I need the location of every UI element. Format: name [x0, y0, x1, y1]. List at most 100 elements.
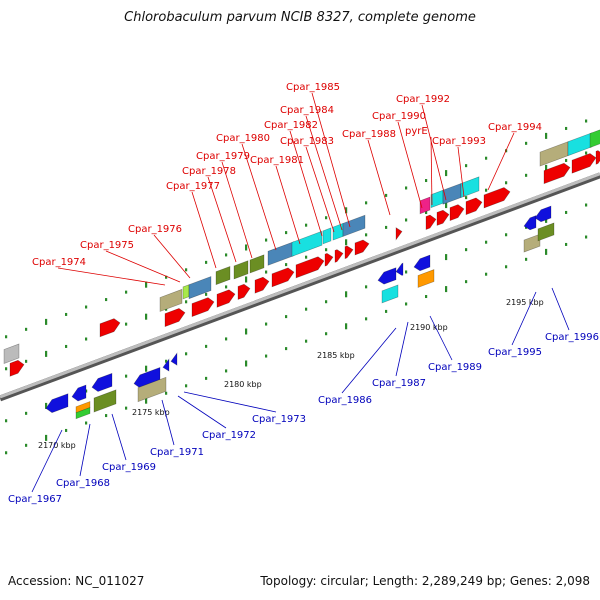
gene-label-top: Cpar_1984	[280, 105, 334, 116]
gene-arrow	[425, 214, 437, 230]
leader-line	[289, 130, 323, 237]
tick-mark	[325, 300, 328, 304]
tick-mark	[485, 156, 488, 160]
gene-arrow	[162, 358, 170, 372]
tick-mark	[5, 451, 8, 455]
gene-arrow	[395, 262, 404, 276]
gene-arrow	[99, 318, 121, 338]
leader-line	[221, 161, 253, 259]
kbp-position-label: 2195 kbp	[506, 298, 544, 307]
tick-mark	[245, 328, 248, 335]
tick-mark	[165, 307, 168, 311]
tick-mark	[485, 240, 488, 244]
gene-arrow	[539, 141, 569, 167]
tick-mark	[205, 260, 208, 264]
gene-arrow	[188, 276, 212, 300]
tick-mark	[45, 318, 48, 325]
leader-line	[305, 115, 343, 231]
tick-mark	[525, 257, 528, 261]
tick-mark	[585, 235, 588, 239]
gene-label-bottom: Cpar_1968	[56, 478, 110, 489]
tick-mark	[465, 164, 468, 168]
gene-label-bottom: Cpar_1987	[372, 378, 426, 389]
kbp-position-label: 2170 kbp	[38, 441, 76, 450]
tick-mark	[185, 384, 188, 388]
kbp-position-label: 2175 kbp	[132, 408, 170, 417]
gene-arrow	[449, 204, 465, 222]
tick-mark	[445, 286, 448, 293]
tick-mark	[565, 242, 568, 246]
tick-mark	[5, 335, 8, 339]
tick-mark	[385, 193, 388, 197]
tick-mark	[565, 210, 568, 214]
tick-mark	[405, 186, 408, 190]
tick-mark	[365, 233, 368, 237]
tick-mark	[65, 428, 68, 432]
tick-mark	[345, 323, 348, 330]
gene-arrow	[271, 267, 295, 288]
gene-arrow	[537, 222, 555, 242]
tick-mark	[145, 397, 148, 404]
gene-arrow	[571, 153, 597, 174]
gene-label-top: Cpar_1994	[488, 122, 542, 133]
tick-mark	[205, 376, 208, 380]
gene-arrow	[233, 260, 249, 280]
tick-mark	[505, 233, 508, 237]
tick-mark	[545, 216, 548, 223]
gene-arrow	[413, 254, 431, 272]
gene-label-top: Cpar_1992	[396, 94, 450, 105]
gene-label-bottom: Cpar_1971	[150, 447, 204, 458]
gene-label-top: Cpar_1980	[216, 133, 270, 144]
tick-mark	[365, 317, 368, 321]
leader-line	[111, 413, 127, 461]
tick-mark	[545, 248, 548, 255]
kbp-position-label: 2185 kbp	[317, 351, 355, 360]
gene-arrow	[216, 289, 236, 308]
tick-mark	[465, 280, 468, 284]
tick-mark	[165, 359, 168, 363]
tick-mark	[445, 254, 448, 261]
tick-mark	[445, 170, 448, 177]
tick-mark	[105, 298, 108, 302]
gene-label-top: Cpar_1985	[286, 82, 340, 93]
tick-mark	[145, 281, 148, 288]
tick-mark	[545, 132, 548, 139]
gene-arrow	[334, 249, 344, 263]
tick-mark	[25, 359, 28, 363]
gene-label-top: Cpar_1977	[166, 181, 220, 192]
tick-mark	[65, 344, 68, 348]
tick-mark	[485, 188, 488, 192]
tick-mark	[345, 291, 348, 298]
gene-arrow	[430, 189, 444, 209]
tick-mark	[325, 216, 328, 220]
gene-label-top: Cpar_1990	[372, 111, 426, 122]
leader-line	[183, 391, 277, 413]
gene-arrow	[523, 233, 541, 253]
tick-mark	[45, 434, 48, 441]
tick-mark	[265, 270, 268, 274]
gene-arrow	[164, 308, 186, 328]
leader-line	[191, 191, 217, 269]
gene-arrow	[322, 227, 332, 245]
leader-line	[31, 429, 63, 493]
tick-mark	[165, 391, 168, 395]
gene-arrow	[344, 245, 354, 260]
tick-mark	[45, 350, 48, 357]
gene-arrow	[354, 239, 370, 256]
tick-mark	[285, 347, 288, 351]
tick-mark	[25, 443, 28, 447]
tick-mark	[405, 218, 408, 222]
tick-mark	[285, 315, 288, 319]
tick-mark	[325, 248, 328, 252]
gene-arrow	[543, 162, 571, 185]
gene-label-top: Cpar_1988	[342, 129, 396, 140]
gene-arrow	[71, 384, 87, 402]
gene-arrow	[567, 132, 593, 157]
gene-arrow	[523, 215, 537, 231]
leader-line	[367, 139, 391, 216]
gene-arrow	[460, 176, 480, 198]
tick-mark	[565, 126, 568, 130]
tick-mark	[365, 201, 368, 205]
gene-arrow	[417, 269, 435, 288]
tick-mark	[305, 255, 308, 259]
